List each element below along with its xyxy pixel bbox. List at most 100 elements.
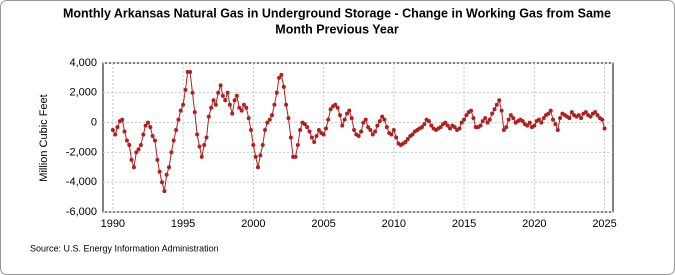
data-point	[326, 117, 331, 122]
data-point	[241, 102, 246, 107]
data-point	[356, 134, 361, 139]
x-tick-label: 2005	[311, 218, 335, 230]
data-point	[281, 84, 286, 89]
data-point	[377, 119, 382, 124]
data-point	[457, 126, 462, 131]
data-point	[527, 120, 532, 125]
data-point	[548, 108, 553, 113]
data-point	[286, 116, 291, 121]
data-point	[452, 125, 457, 130]
x-tick-label: 2025	[592, 218, 616, 230]
data-point	[244, 105, 249, 110]
data-point	[380, 114, 385, 119]
data-point	[155, 157, 160, 162]
data-point	[302, 122, 307, 127]
data-point	[267, 117, 272, 122]
data-point	[174, 128, 179, 133]
data-point	[223, 98, 228, 103]
data-point	[216, 90, 221, 95]
data-point	[499, 108, 504, 113]
data-point	[478, 123, 483, 128]
data-point	[145, 120, 150, 125]
data-point	[209, 105, 214, 110]
data-point	[335, 105, 340, 110]
data-point	[197, 144, 202, 149]
data-point	[469, 108, 474, 113]
data-point	[239, 108, 244, 113]
data-point	[579, 116, 584, 121]
data-point	[307, 129, 312, 134]
data-point	[113, 132, 118, 137]
chart-title: Month Previous Year	[275, 22, 399, 36]
data-point	[169, 150, 174, 155]
data-point	[403, 139, 408, 144]
data-point	[127, 142, 132, 147]
data-point	[293, 154, 298, 159]
data-point	[190, 90, 195, 95]
data-point	[211, 98, 216, 103]
data-point	[246, 116, 251, 121]
data-point	[520, 119, 525, 124]
y-axis-label: Million Cubic Feet	[38, 94, 50, 181]
data-point	[316, 128, 321, 133]
data-point	[328, 107, 333, 112]
data-point	[255, 165, 260, 170]
data-point	[370, 132, 375, 137]
data-point	[284, 102, 289, 107]
data-point	[138, 142, 143, 147]
data-point	[373, 129, 378, 134]
data-point	[443, 120, 448, 125]
data-point	[120, 117, 125, 122]
y-tick-label: -4,000	[66, 176, 97, 188]
data-point	[164, 172, 169, 177]
data-point	[213, 102, 218, 107]
data-point	[148, 125, 153, 130]
data-point	[546, 111, 551, 116]
data-point	[558, 116, 563, 121]
data-point	[419, 125, 424, 130]
chart-title: Monthly Arkansas Natural Gas in Undergro…	[63, 6, 611, 20]
data-point	[471, 116, 476, 121]
data-point	[375, 123, 380, 128]
data-point	[410, 132, 415, 137]
data-point	[157, 169, 162, 174]
data-point	[363, 117, 368, 122]
y-tick-label: -2,000	[66, 146, 97, 158]
data-point	[338, 113, 343, 118]
data-point	[426, 119, 431, 124]
data-point	[176, 117, 181, 122]
data-point	[162, 189, 167, 194]
data-point	[206, 114, 211, 119]
y-tick-label: 2,000	[69, 87, 97, 99]
data-point	[298, 128, 303, 133]
data-point	[110, 128, 115, 133]
data-point	[234, 93, 239, 98]
data-point	[600, 117, 605, 122]
data-point	[134, 150, 139, 155]
data-point	[152, 138, 157, 143]
x-tick-label: 1995	[171, 218, 195, 230]
data-point	[199, 154, 204, 159]
data-point	[422, 122, 427, 127]
data-point	[279, 72, 284, 77]
data-point	[220, 93, 225, 98]
data-point	[511, 116, 516, 121]
data-point	[204, 135, 209, 140]
data-point	[202, 142, 207, 147]
data-point	[595, 113, 600, 118]
data-point	[462, 117, 467, 122]
data-point	[347, 108, 352, 113]
data-point	[232, 98, 237, 103]
data-point	[492, 107, 497, 112]
data-point	[539, 120, 544, 125]
data-point	[553, 122, 558, 127]
data-point	[136, 147, 141, 152]
data-point	[576, 113, 581, 118]
data-point	[459, 120, 464, 125]
data-point	[342, 117, 347, 122]
data-point	[602, 126, 607, 131]
data-point	[349, 116, 354, 121]
data-point	[270, 113, 275, 118]
data-point	[480, 119, 485, 124]
data-point	[541, 116, 546, 121]
